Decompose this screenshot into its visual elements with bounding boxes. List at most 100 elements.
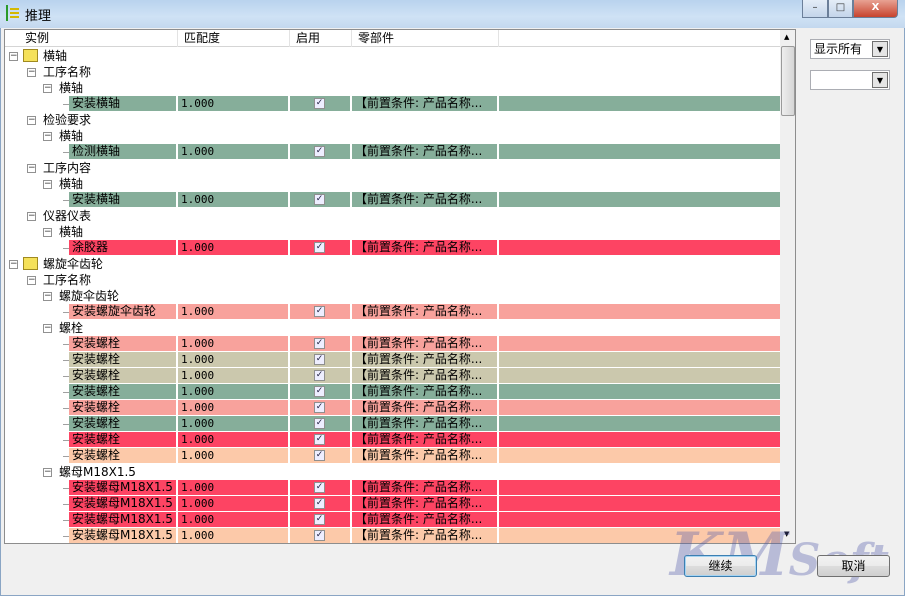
collapse-icon[interactable]: −: [43, 467, 52, 477]
collapse-icon[interactable]: −: [9, 51, 18, 61]
table-row[interactable]: 安装螺栓 1.000 ✓ 【前置条件: 产品名称...: [5, 368, 780, 384]
collapse-icon[interactable]: −: [43, 323, 52, 333]
column-part[interactable]: 零部件: [352, 30, 499, 47]
enabled-checkbox[interactable]: ✓: [314, 98, 325, 109]
enabled-checkbox[interactable]: ✓: [314, 386, 325, 397]
vertical-scrollbar[interactable]: ▲ ▼: [780, 30, 795, 543]
part-cell: 【前置条件: 产品名称...: [352, 368, 499, 383]
part-cell: 【前置条件: 产品名称...: [352, 144, 499, 159]
table-row[interactable]: 安装螺旋伞齿轮 1.000 ✓ 【前置条件: 产品名称...: [5, 304, 780, 320]
collapse-icon[interactable]: −: [9, 259, 18, 269]
app-icon: [6, 5, 19, 21]
enabled-checkbox[interactable]: ✓: [314, 418, 325, 429]
scroll-thumb[interactable]: [781, 46, 795, 116]
scroll-down-icon[interactable]: ▼: [784, 530, 790, 538]
tree-node[interactable]: − 螺旋伞齿轮: [5, 288, 780, 304]
minimize-button[interactable]: –: [802, 0, 828, 18]
table-row[interactable]: 安装螺母M18X1.5 1.000 ✓ 【前置条件: 产品名称...: [5, 496, 780, 512]
tree-node[interactable]: − 工序名称: [5, 272, 780, 288]
chevron-down-icon[interactable]: ▼: [872, 41, 888, 57]
chevron-down-icon[interactable]: ▼: [872, 72, 888, 88]
table-row[interactable]: 安装螺母M18X1.5 1.000 ✓ 【前置条件: 产品名称...: [5, 480, 780, 496]
enabled-checkbox[interactable]: ✓: [314, 354, 325, 365]
table-row[interactable]: 安装螺栓 1.000 ✓ 【前置条件: 产品名称...: [5, 432, 780, 448]
collapse-icon[interactable]: −: [27, 211, 36, 221]
match-cell: 1.000: [178, 480, 290, 495]
scroll-up-icon[interactable]: ▲: [784, 33, 790, 41]
collapse-icon[interactable]: −: [43, 227, 52, 237]
table-row[interactable]: 安装螺母M18X1.5 1.000 ✓ 【前置条件: 产品名称...: [5, 528, 780, 543]
column-instance[interactable]: 实例: [5, 30, 178, 47]
secondary-filter-select[interactable]: ▼: [810, 70, 890, 90]
cancel-button[interactable]: 取消: [817, 555, 890, 577]
tree-connector: [63, 392, 70, 393]
instance-cell: 涂胶器: [69, 240, 178, 255]
instance-cell: 安装螺栓: [69, 448, 178, 463]
filler-cell: [499, 96, 780, 111]
tree-node[interactable]: − 螺栓: [5, 320, 780, 336]
collapse-icon[interactable]: −: [27, 163, 36, 173]
maximize-button[interactable]: □: [828, 0, 853, 18]
enabled-checkbox[interactable]: ✓: [314, 402, 325, 413]
table-row[interactable]: 安装横轴 1.000 ✓ 【前置条件: 产品名称...: [5, 192, 780, 208]
enabled-checkbox[interactable]: ✓: [314, 338, 325, 349]
collapse-icon[interactable]: −: [27, 275, 36, 285]
inference-tree-list[interactable]: 实例 匹配度 启用 零部件 − 横轴 − 工序名称 − 横轴 安装横轴 1.000 ✓ 【前置条件…: [4, 29, 796, 544]
tree-node[interactable]: − 工序名称: [5, 64, 780, 80]
table-row[interactable]: 检测横轴 1.000 ✓ 【前置条件: 产品名称...: [5, 144, 780, 160]
tree-node-label: 横轴: [59, 81, 84, 95]
tree-node[interactable]: − 螺旋伞齿轮: [5, 256, 780, 272]
table-row[interactable]: 安装螺栓 1.000 ✓ 【前置条件: 产品名称...: [5, 448, 780, 464]
enabled-checkbox[interactable]: ✓: [314, 242, 325, 253]
column-match[interactable]: 匹配度: [178, 30, 290, 47]
table-row[interactable]: 安装螺栓 1.000 ✓ 【前置条件: 产品名称...: [5, 336, 780, 352]
tree-connector: [63, 312, 70, 313]
table-row[interactable]: 安装螺栓 1.000 ✓ 【前置条件: 产品名称...: [5, 400, 780, 416]
close-button[interactable]: X: [853, 0, 898, 18]
tree-node[interactable]: − 横轴: [5, 80, 780, 96]
tree-node[interactable]: − 仪器仪表: [5, 208, 780, 224]
enabled-checkbox[interactable]: ✓: [314, 306, 325, 317]
tree-node[interactable]: − 检验要求: [5, 112, 780, 128]
enabled-checkbox[interactable]: ✓: [314, 434, 325, 445]
tree-connector: [63, 200, 70, 201]
collapse-icon[interactable]: −: [43, 179, 52, 189]
display-filter-select[interactable]: 显示所有 ▼: [810, 39, 890, 59]
tree-node[interactable]: − 横轴: [5, 128, 780, 144]
instance-cell: 安装横轴: [69, 96, 178, 111]
filler-cell: [499, 304, 780, 319]
table-row[interactable]: 安装螺母M18X1.5 1.000 ✓ 【前置条件: 产品名称...: [5, 512, 780, 528]
enabled-checkbox[interactable]: ✓: [314, 498, 325, 509]
instance-cell: 安装横轴: [69, 192, 178, 207]
tree-node[interactable]: − 横轴: [5, 176, 780, 192]
enabled-checkbox[interactable]: ✓: [314, 530, 325, 541]
tree-node[interactable]: − 横轴: [5, 224, 780, 240]
enabled-checkbox[interactable]: ✓: [314, 146, 325, 157]
table-row[interactable]: 安装螺栓 1.000 ✓ 【前置条件: 产品名称...: [5, 352, 780, 368]
enabled-cell: ✓: [290, 352, 352, 367]
tree-node[interactable]: − 螺母M18X1.5: [5, 464, 780, 480]
table-row[interactable]: 涂胶器 1.000 ✓ 【前置条件: 产品名称...: [5, 240, 780, 256]
table-row[interactable]: 安装螺栓 1.000 ✓ 【前置条件: 产品名称...: [5, 416, 780, 432]
part-folder-icon: [23, 49, 38, 62]
enabled-checkbox[interactable]: ✓: [314, 482, 325, 493]
tree-node-label: 工序内容: [43, 161, 92, 175]
enabled-checkbox[interactable]: ✓: [314, 450, 325, 461]
table-row[interactable]: 安装横轴 1.000 ✓ 【前置条件: 产品名称...: [5, 96, 780, 112]
tree-node[interactable]: − 工序内容: [5, 160, 780, 176]
collapse-icon[interactable]: −: [27, 67, 36, 77]
collapse-icon[interactable]: −: [43, 291, 52, 301]
collapse-icon[interactable]: −: [27, 115, 36, 125]
tree-node[interactable]: − 横轴: [5, 48, 780, 64]
collapse-icon[interactable]: −: [43, 83, 52, 93]
window-title: 推理: [25, 9, 52, 24]
instance-cell: 安装螺栓: [69, 416, 178, 431]
enabled-checkbox[interactable]: ✓: [314, 514, 325, 525]
enabled-checkbox[interactable]: ✓: [314, 370, 325, 381]
column-enabled[interactable]: 启用: [290, 30, 352, 47]
enabled-cell: ✓: [290, 304, 352, 319]
collapse-icon[interactable]: −: [43, 131, 52, 141]
table-row[interactable]: 安装螺栓 1.000 ✓ 【前置条件: 产品名称...: [5, 384, 780, 400]
continue-button[interactable]: 继续: [684, 555, 757, 577]
enabled-checkbox[interactable]: ✓: [314, 194, 325, 205]
